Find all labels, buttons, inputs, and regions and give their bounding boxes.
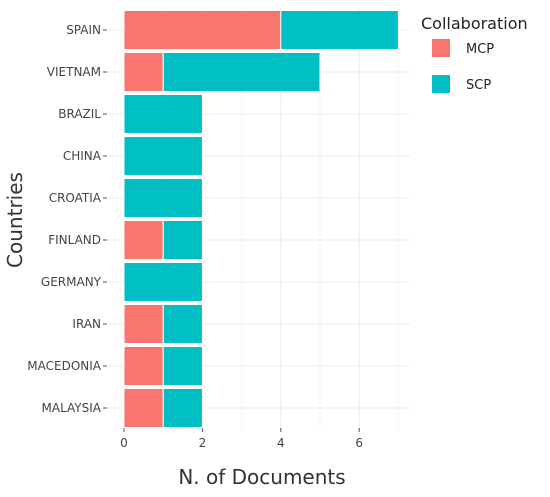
- bar-scp-croatia: [123, 178, 203, 218]
- y-tick-label: MALAYSIA: [42, 401, 102, 415]
- bar-mcp-iran: [123, 304, 164, 344]
- bar-mcp-malaysia: [123, 388, 164, 428]
- x-tick-label: 4: [277, 436, 285, 450]
- legend-label-mcp: MCP: [466, 42, 494, 57]
- bar-scp-macedonia: [162, 346, 203, 386]
- legend-title: Collaboration: [421, 14, 528, 33]
- bar-scp-brazil: [123, 94, 203, 134]
- y-tick-label: SPAIN: [66, 23, 101, 37]
- bar-mcp-vietnam: [123, 52, 164, 92]
- y-tick-label: BRAZIL: [58, 107, 101, 121]
- y-tick-label: CHINA: [63, 149, 102, 163]
- y-tick-label: FINLAND: [48, 233, 101, 247]
- bar-mcp-finland: [123, 220, 164, 260]
- x-tick-label: 2: [199, 436, 207, 450]
- bar-mcp-spain: [123, 10, 282, 50]
- bar-scp-malaysia: [162, 388, 203, 428]
- x-tick-label: 0: [120, 436, 128, 450]
- bar-scp-vietnam: [162, 52, 321, 92]
- y-axis-title: Countries: [3, 172, 27, 268]
- legend: Collaboration MCP SCP: [421, 14, 528, 93]
- axes: SPAIN VIETNAM BRAZIL CHINA CROATIA FINLAND GER…: [27, 23, 363, 450]
- bar-scp-finland: [162, 220, 203, 260]
- bar-scp-germany: [123, 262, 203, 302]
- bar-scp-spain: [280, 10, 399, 50]
- bar-mcp-macedonia: [123, 346, 164, 386]
- y-tick-label: VIETNAM: [47, 65, 101, 79]
- y-tick-label: MACEDONIA: [27, 359, 102, 373]
- legend-swatch-scp: [432, 75, 450, 93]
- bars: [123, 10, 399, 428]
- x-axis-title: N. of Documents: [178, 465, 345, 489]
- legend-swatch-mcp: [432, 39, 450, 57]
- y-tick-label: IRAN: [72, 317, 101, 331]
- y-tick-label: CROATIA: [49, 191, 102, 205]
- bar-scp-iran: [162, 304, 203, 344]
- legend-label-scp: SCP: [466, 78, 491, 93]
- legend-items: MCP SCP: [432, 39, 494, 93]
- y-tick-label: GERMANY: [41, 275, 102, 289]
- x-tick-label: 6: [355, 436, 363, 450]
- bar-scp-china: [123, 136, 203, 176]
